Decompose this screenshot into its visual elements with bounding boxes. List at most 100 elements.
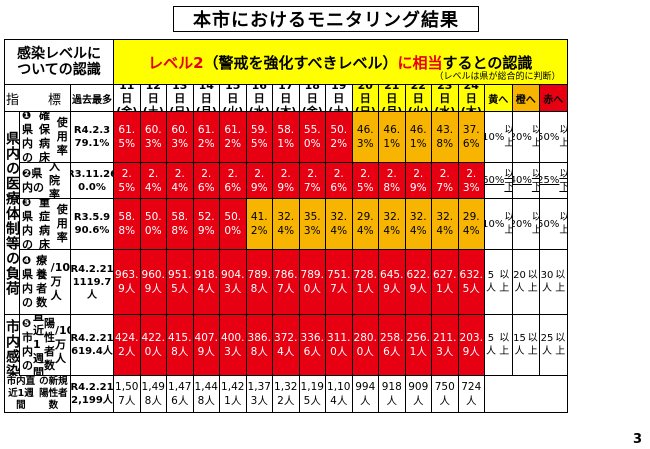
value-cell: 61.5% <box>114 112 140 162</box>
threshold-cell: 60% 以下 <box>485 163 512 198</box>
value-cell: 424.2人 <box>114 315 140 375</box>
new-cases-value: 1,104人 <box>326 376 352 412</box>
value-cell: 256.1人 <box>405 315 431 375</box>
value-cell: 372.4人 <box>273 315 299 375</box>
value-cell: 2.4% <box>140 163 166 198</box>
value-cell: 46.1% <box>379 112 405 162</box>
new-cases-value: 1,195人 <box>299 376 325 412</box>
value-cell: 46.3% <box>352 112 378 162</box>
date-header: 11日 (金) <box>114 85 140 111</box>
value-cell: 32.4% <box>273 199 299 249</box>
new-cases-value: 1,448人 <box>193 376 219 412</box>
threshold-cell: 30人 以上 <box>540 250 567 314</box>
date-header: 24日 (木) <box>458 85 484 111</box>
value-cell: 29.4% <box>352 199 378 249</box>
date-header: 19日 (土) <box>326 85 352 111</box>
level-column-header: 赤へ <box>540 85 567 111</box>
value-cell: 59.5% <box>246 112 272 162</box>
value-cell: 50.2% <box>326 112 352 162</box>
new-cases-value: 1,373人 <box>246 376 272 412</box>
value-cell: 2.4% <box>167 163 193 198</box>
side-label-medical: 県内の医療体制等の負荷 <box>5 112 19 314</box>
threshold-cell: 50% 以上 <box>540 112 567 162</box>
value-cell: 52.9% <box>193 199 219 249</box>
value-cell: 2.5% <box>114 163 140 198</box>
threshold-cell: 20人 以上 <box>512 250 539 314</box>
value-cell: 60.3% <box>140 112 166 162</box>
value-cell: 951.5人 <box>167 250 193 314</box>
value-cell: 336.6人 <box>299 315 325 375</box>
new-cases-max: R4.2.21 2,199人 <box>71 376 113 412</box>
value-cell: 50.0% <box>140 199 166 249</box>
value-cell: 422.0人 <box>140 315 166 375</box>
value-cell: 58.8% <box>114 199 140 249</box>
value-cell: 963.9人 <box>114 250 140 314</box>
indicator-label: ❷県内の 入院率 <box>20 163 70 198</box>
new-cases-value: 1,476人 <box>167 376 193 412</box>
threshold-cell: 5人 以上 <box>485 315 512 375</box>
threshold-cell: 10% 以上 <box>485 199 512 249</box>
date-header: 16日 (水) <box>246 85 272 111</box>
threshold-cell: 10% 以上 <box>485 112 512 162</box>
date-header: 22日 (火) <box>405 85 431 111</box>
indicator-max: R4.2.21 619.4人 <box>71 315 113 375</box>
value-cell: 2.6% <box>326 163 352 198</box>
indicator-label: ❹県内の 療養者数/10万人 <box>20 250 70 314</box>
threshold-cell: 25人 以上 <box>540 315 567 375</box>
value-cell: 789.0人 <box>299 250 325 314</box>
value-cell: 211.3人 <box>432 315 458 375</box>
banner-text: レベル2（警戒を強化すべきレベル）に相当するとの認識 <box>148 53 533 72</box>
value-cell: 632.5人 <box>458 250 484 314</box>
new-cases-value: 918人 <box>379 376 405 412</box>
value-cell: 407.9人 <box>193 315 219 375</box>
new-cases-value: 1,322人 <box>273 376 299 412</box>
value-cell: 311.0人 <box>326 315 352 375</box>
value-cell: 258.6人 <box>379 315 405 375</box>
date-header: 15日 (火) <box>220 85 246 111</box>
indicator-max: R3.11.260.0% <box>71 163 113 198</box>
value-cell: 280.0人 <box>352 315 378 375</box>
value-cell: 203.9人 <box>458 315 484 375</box>
new-cases-label: 市内直近1週間 の新規陽性者数 <box>5 376 70 412</box>
value-cell: 35.3% <box>299 199 325 249</box>
date-header: 21日 (月) <box>379 85 405 111</box>
max-header: 過去最多 <box>71 85 113 111</box>
banner-note: （レベルは県が総合的に判断） <box>434 72 561 82</box>
new-cases-value: 1,507人 <box>114 376 140 412</box>
value-cell: 55.0% <box>299 112 325 162</box>
date-header: 18日 (金) <box>299 85 325 111</box>
value-cell: 627.1人 <box>432 250 458 314</box>
value-cell: 2.9% <box>405 163 431 198</box>
new-cases-value: 1,421人 <box>220 376 246 412</box>
value-cell: 58.8% <box>167 199 193 249</box>
value-cell: 46.1% <box>405 112 431 162</box>
threshold-cell: 20% 以上 <box>512 112 539 162</box>
value-cell: 58.1% <box>273 112 299 162</box>
value-cell: 751.7人 <box>326 250 352 314</box>
new-cases-value: 1,498人 <box>140 376 166 412</box>
value-cell: 61.2% <box>220 112 246 162</box>
level-banner: レベル2（警戒を強化すべきレベル）に相当するとの認識 （レベルは県が総合的に判断） <box>114 40 567 84</box>
index-header: 指 標 <box>5 85 70 111</box>
new-cases-value: 724人 <box>458 376 484 412</box>
value-cell: 37.6% <box>458 112 484 162</box>
value-cell: 400.3人 <box>220 315 246 375</box>
value-cell: 2.3% <box>458 163 484 198</box>
value-cell: 789.8人 <box>246 250 272 314</box>
value-cell: 41.2% <box>246 199 272 249</box>
new-cases-value: 750人 <box>432 376 458 412</box>
value-cell: 960.9人 <box>140 250 166 314</box>
value-cell: 2.8% <box>379 163 405 198</box>
value-cell: 728.1人 <box>352 250 378 314</box>
page-number: 3 <box>633 432 643 447</box>
level-header: 感染レベルに ついての認識 <box>5 40 113 84</box>
value-cell: 2.7% <box>432 163 458 198</box>
value-cell: 43.8% <box>432 112 458 162</box>
level-column-header: 橙へ <box>512 85 539 111</box>
indicator-max: R3.5.9 90.6% <box>71 199 113 249</box>
value-cell: 645.9人 <box>379 250 405 314</box>
threshold-cell: 50% 以上 <box>540 199 567 249</box>
value-cell: 786.7人 <box>273 250 299 314</box>
threshold-cell: 15人 以上 <box>512 315 539 375</box>
